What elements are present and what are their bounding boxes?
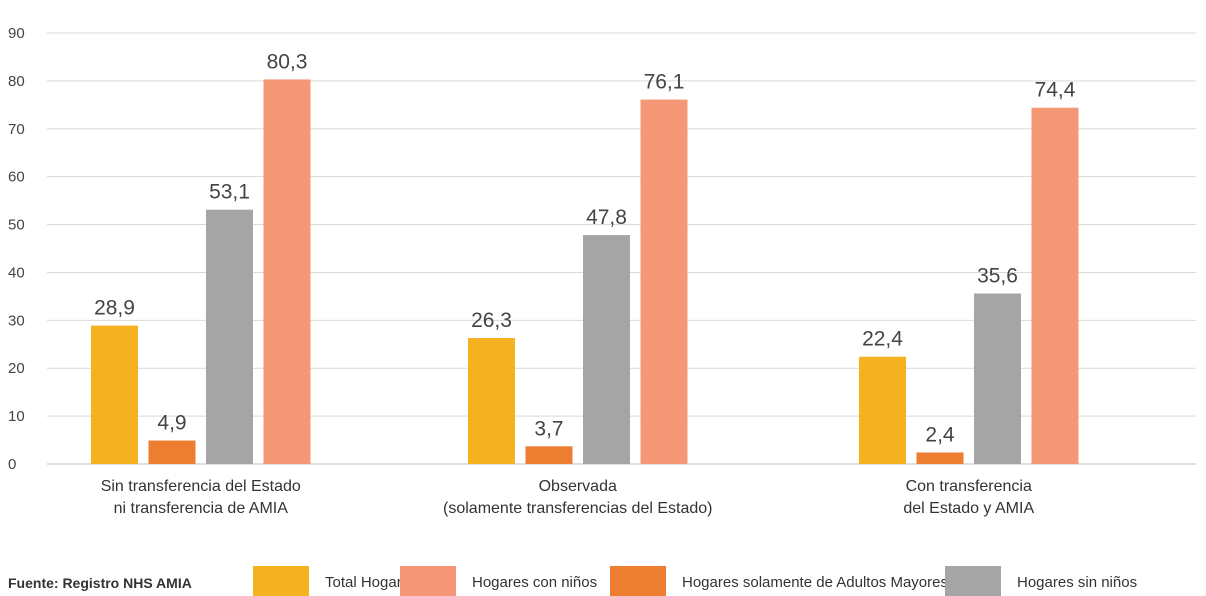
y-tick-label: 10 <box>8 408 25 425</box>
data-label: 74,4 <box>1035 79 1076 102</box>
y-axis-tick-labels: 0 10 20 30 40 50 60 70 80 90 <box>8 25 25 473</box>
category-label: ni transferencia de AMIA <box>114 500 289 517</box>
bar <box>525 446 573 464</box>
y-tick-label: 60 <box>8 169 25 186</box>
legend-swatch-hogares-con-ninos <box>400 566 456 596</box>
category-label: del Estado y AMIA <box>903 500 1034 517</box>
category-label: (solamente transferencias del Estado) <box>443 500 712 517</box>
data-label: 53,1 <box>209 181 250 204</box>
legend-label-total-hogares: Total Hogares <box>325 574 418 591</box>
bar <box>859 356 906 464</box>
y-tick-label: 80 <box>8 73 25 90</box>
bar <box>263 79 311 465</box>
category-label: Sin transferencia del Estado <box>101 478 301 495</box>
legend: Fuente: Registro NHS AMIA Total Hogares … <box>0 566 1206 596</box>
data-label: 26,3 <box>471 309 512 332</box>
data-label: 2,4 <box>925 424 955 447</box>
legend-swatch-total-hogares <box>253 566 309 596</box>
bar <box>91 325 138 464</box>
legend-swatch-hogares-sin-ninos <box>945 566 1001 596</box>
y-tick-label: 0 <box>8 456 16 473</box>
data-label: 80,3 <box>267 50 308 73</box>
bar <box>916 452 964 464</box>
data-label: 4,9 <box>157 412 186 435</box>
bar <box>1031 107 1079 464</box>
data-label: 76,1 <box>644 71 685 94</box>
y-tick-label: 90 <box>8 25 25 42</box>
data-labels: 28,9 26,3 22,4 4,9 3,7 2,4 53,1 47,8 35,6 80,3 76,… <box>94 50 1076 446</box>
category-label: Con transferencia <box>906 478 1032 495</box>
y-tick-label: 50 <box>8 217 25 234</box>
bars <box>91 79 1079 465</box>
data-label: 28,9 <box>94 297 135 320</box>
y-tick-label: 20 <box>8 360 25 377</box>
bar <box>468 338 515 464</box>
legend-label-hogares-sin-ninos: Hogares sin niños <box>1017 574 1138 591</box>
legend-label-hogares-adultos-mayores: Hogares solamente de Adultos Mayores <box>682 574 948 591</box>
source-note: Fuente: Registro NHS AMIA <box>8 575 192 591</box>
data-label: 47,8 <box>586 206 627 229</box>
data-label: 22,4 <box>862 328 903 351</box>
category-label: Observada <box>539 478 617 495</box>
legend-swatch-hogares-adultos-mayores <box>610 566 666 596</box>
data-label: 3,7 <box>534 417 563 440</box>
bar <box>640 99 688 464</box>
bar <box>583 235 630 464</box>
bar <box>148 440 196 464</box>
y-tick-label: 40 <box>8 264 25 281</box>
legend-label-hogares-con-ninos: Hogares con niños <box>472 574 598 591</box>
y-tick-label: 30 <box>8 312 25 329</box>
bar <box>206 209 253 464</box>
data-label: 35,6 <box>977 265 1018 288</box>
y-tick-label: 70 <box>8 121 25 138</box>
bar <box>974 293 1021 464</box>
category-labels: Sin transferencia del Estado ni transfere… <box>101 478 1035 517</box>
